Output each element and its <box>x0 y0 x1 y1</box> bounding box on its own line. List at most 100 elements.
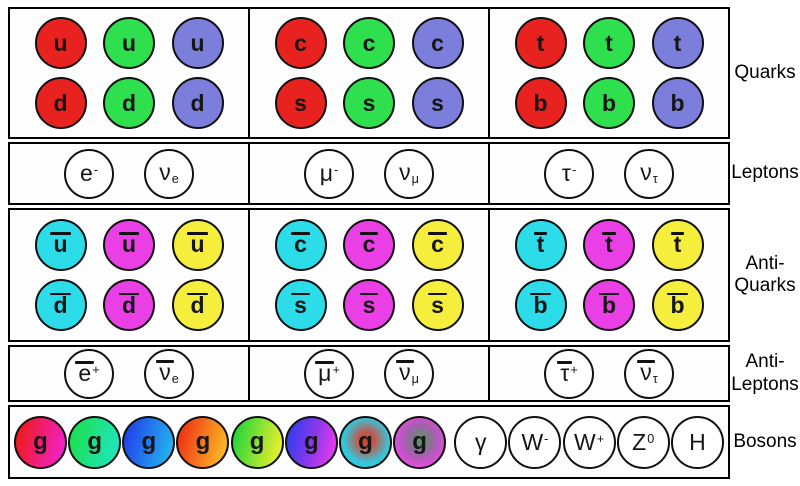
particle-positron: e+ <box>64 348 114 399</box>
quarks-label: Quarks <box>730 7 800 139</box>
particle-anti-b-magenta: b <box>583 279 635 332</box>
particle-symbol: b <box>533 89 548 116</box>
particle-symbol: u <box>121 29 137 56</box>
antiquark-generation-column: t t t b b b <box>488 210 728 340</box>
particle-s-green: s <box>343 77 395 129</box>
gluon-cyan-redcore: g <box>338 415 392 469</box>
particle-symbol: b <box>598 291 620 318</box>
gluon-blue-lightblue: g <box>122 415 176 469</box>
particle-symbol: u <box>118 231 140 258</box>
particle-symbol: s <box>431 89 444 116</box>
particle-c-blue: c <box>411 17 464 69</box>
particle-symbol: d <box>187 291 208 318</box>
particle-b-green: b <box>583 77 635 129</box>
particle-symbol: t <box>673 29 682 56</box>
lepton-generation-column: μ-νμ <box>248 144 488 203</box>
particle-symbol: d <box>50 291 71 318</box>
particle-symbol: d <box>190 89 205 116</box>
particle-z-boson: Z0 <box>616 415 670 469</box>
antiquarks-label: Anti- Quarks <box>730 208 800 342</box>
quark-generation-column: c c c s s s <box>248 9 488 137</box>
particle-symbol: ντ <box>640 159 658 187</box>
particle-symbol: s <box>428 291 447 318</box>
particle-symbol: νe <box>159 159 179 187</box>
particle-anti-b-yellow: b <box>651 279 704 332</box>
particle-symbol: g <box>87 428 102 455</box>
particle-symbol: u <box>50 231 71 258</box>
lepton-generation-column: e+ νe <box>10 347 248 400</box>
particle-anti-b-cyan: b <box>514 279 567 332</box>
particle-w-plus-boson: W+ <box>562 415 616 469</box>
antileptons-row: e+ νe μ+ νμ τ+ ντ <box>8 345 730 402</box>
particle-tau-neutrino: ντ <box>624 148 674 199</box>
particle-anti-u-cyan: u <box>34 218 87 271</box>
particle-c-red: c <box>274 17 327 69</box>
particle-t-red: t <box>514 17 567 69</box>
label-line: Anti- <box>745 252 785 274</box>
particle-u-green: u <box>103 17 155 69</box>
particle-symbol: b <box>601 89 617 116</box>
gluon-green-yellow: g <box>230 415 284 469</box>
particle-symbol: s <box>362 89 376 116</box>
particle-symbol: H <box>689 428 706 455</box>
particle-electron-antineutrino: νe <box>144 348 194 399</box>
antiquark-generation-column: u u u d d d <box>10 210 248 340</box>
gluon-magenta-greencore: g <box>393 415 447 469</box>
particle-anti-d-cyan: d <box>34 279 87 332</box>
gluon-blue-magenta: g <box>284 415 338 469</box>
particle-electron-neutrino: νe <box>144 148 194 199</box>
particle-anti-d-yellow: d <box>171 279 224 332</box>
particle-symbol: Z0 <box>632 428 655 455</box>
quark-generation-column: u u u d d d <box>10 9 248 137</box>
particle-symbol: e- <box>79 160 98 186</box>
particle-symbol: μ- <box>319 160 339 186</box>
particle-symbol: s <box>294 89 307 116</box>
particle-anti-u-yellow: u <box>171 218 224 271</box>
particle-anti-s-magenta: s <box>343 279 395 332</box>
particle-symbol: g <box>141 428 157 455</box>
bosons-label: Bosons <box>730 405 800 479</box>
particle-muon-antineutrino: νμ <box>384 348 434 399</box>
particle-anti-t-cyan: t <box>514 218 567 271</box>
particle-tau: τ- <box>544 148 594 199</box>
particle-symbol: g <box>303 428 319 455</box>
label-line: Quarks <box>734 275 796 296</box>
leptons-label: Leptons <box>730 142 800 205</box>
particle-c-green: c <box>343 17 395 69</box>
particle-anti-u-magenta: u <box>103 218 155 271</box>
antileptons-label: Anti- Leptons <box>730 345 800 402</box>
lepton-generation-column: τ+ ντ <box>488 347 728 400</box>
particle-symbol: g <box>249 428 265 455</box>
particle-symbol: t <box>670 231 684 258</box>
particle-symbol: c <box>362 29 376 56</box>
particle-w-minus-boson: W- <box>508 415 562 469</box>
particle-symbol: u <box>53 29 68 56</box>
particle-d-red: d <box>34 77 87 129</box>
particle-d-blue: d <box>171 77 224 129</box>
particle-anti-s-cyan: s <box>274 279 327 332</box>
particle-s-blue: s <box>411 77 464 129</box>
particle-antitau: τ+ <box>544 348 594 399</box>
particle-symbol: e+ <box>75 360 100 386</box>
particle-symbol: u <box>187 231 208 258</box>
particle-symbol: t <box>536 29 545 56</box>
particle-t-green: t <box>583 17 635 69</box>
particle-symbol: u <box>190 29 205 56</box>
leptons-row: e-νe μ-νμ τ-ντ <box>8 142 730 205</box>
particle-anti-t-magenta: t <box>583 218 635 271</box>
particle-symbol: c <box>428 231 447 258</box>
particle-muon-neutrino: νμ <box>384 148 434 199</box>
particle-symbol: s <box>291 291 310 318</box>
particle-anti-c-magenta: c <box>343 218 395 271</box>
particle-symbol: g <box>33 428 48 455</box>
particle-symbol: ντ <box>637 359 658 387</box>
particle-anti-c-yellow: c <box>411 218 464 271</box>
particle-symbol: c <box>431 29 444 56</box>
particle-symbol: t <box>602 231 616 258</box>
particle-symbol: t <box>605 29 613 56</box>
